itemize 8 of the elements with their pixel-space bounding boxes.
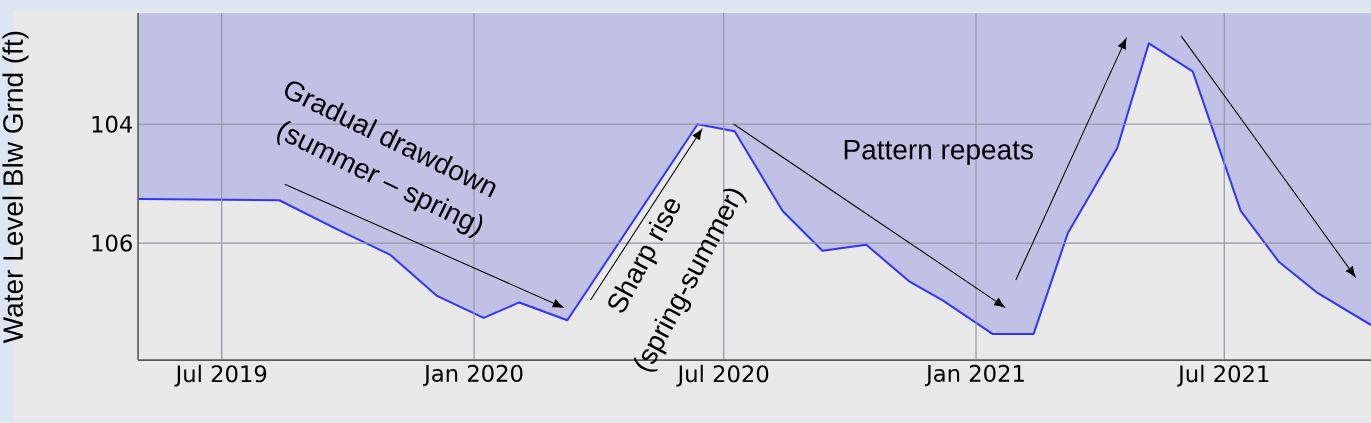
y-tick-label: 106 (92, 234, 132, 252)
x-tick-label: Jan 2021 (924, 364, 1024, 387)
x-tick-label: Jan 2020 (422, 364, 523, 387)
x-tick-label: Jul 2021 (1176, 364, 1269, 387)
x-tick-label: Jul 2019 (174, 364, 267, 387)
annotation: Pattern repeats (844, 140, 1033, 166)
y-axis-title: Water Level Blw Grnd (ft) (2, 31, 29, 344)
y-tick-label: 104 (92, 115, 133, 133)
